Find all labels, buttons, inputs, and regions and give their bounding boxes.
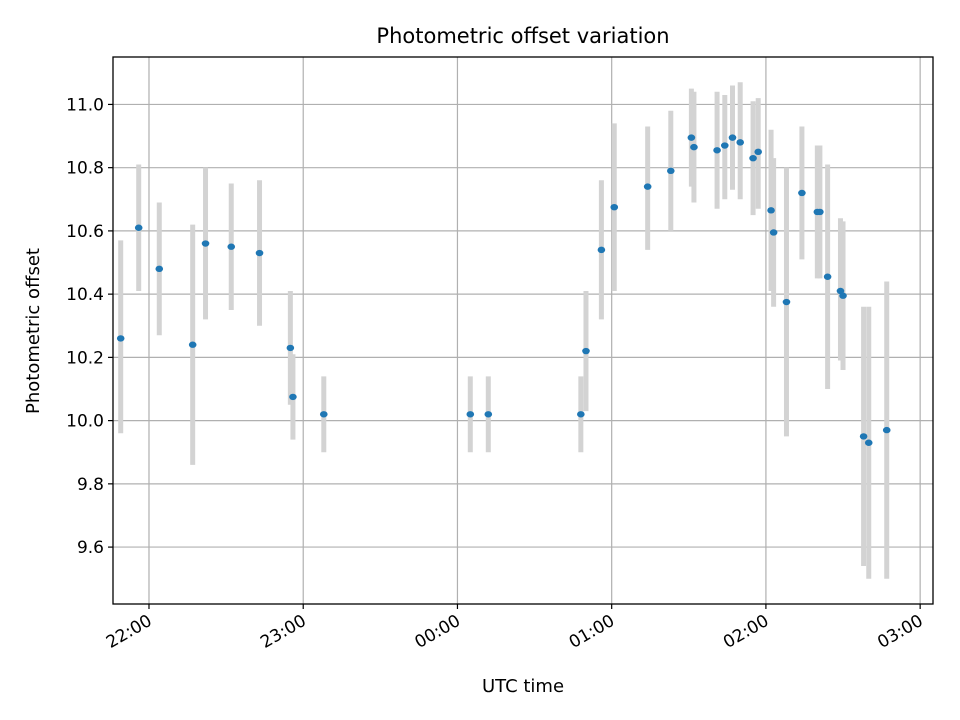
y-tick-label: 10.4 [66, 285, 104, 305]
data-point [582, 347, 590, 355]
data-point [754, 148, 763, 156]
data-point [227, 243, 236, 250]
data-point [736, 139, 745, 146]
data-point [720, 142, 729, 149]
data-point [116, 335, 125, 342]
data-point [289, 393, 297, 401]
data-point [767, 207, 775, 214]
data-points [116, 134, 891, 446]
y-tick-label: 10.6 [66, 222, 104, 242]
y-tick-label: 9.6 [77, 538, 104, 558]
data-point [690, 143, 698, 151]
y-tick-label: 11.0 [66, 95, 104, 115]
grid [113, 57, 933, 604]
data-point [839, 292, 847, 299]
data-point [713, 147, 721, 154]
data-point [864, 439, 873, 446]
data-point [286, 344, 295, 352]
data-point [319, 411, 328, 418]
x-axis-label: UTC time [482, 676, 564, 697]
data-point [859, 433, 868, 440]
data-point [816, 208, 824, 216]
y-tick-label: 9.8 [77, 475, 104, 495]
data-point [782, 298, 791, 306]
data-point [769, 229, 778, 236]
data-point [728, 134, 737, 141]
data-point [823, 273, 832, 280]
data-point [643, 183, 652, 190]
data-point [597, 246, 606, 254]
chart-title: Photometric offset variation [376, 24, 669, 48]
data-point [610, 203, 619, 211]
data-point [255, 249, 264, 257]
y-axis-label: Photometric offset [23, 248, 44, 414]
data-point [798, 189, 806, 197]
data-point [687, 134, 696, 141]
data-point [155, 265, 164, 273]
data-point [466, 411, 475, 418]
data-point [577, 411, 585, 418]
data-point [882, 426, 891, 434]
y-tick-label: 10.8 [66, 159, 104, 179]
data-point [134, 224, 143, 231]
plot-frame [112, 56, 934, 605]
data-point [749, 154, 757, 162]
y-tick-label: 10.2 [66, 348, 104, 368]
data-point [188, 341, 197, 348]
data-point [484, 411, 493, 418]
y-tick-label: 10.0 [66, 412, 104, 432]
data-point [667, 167, 675, 175]
data-point [201, 240, 210, 247]
